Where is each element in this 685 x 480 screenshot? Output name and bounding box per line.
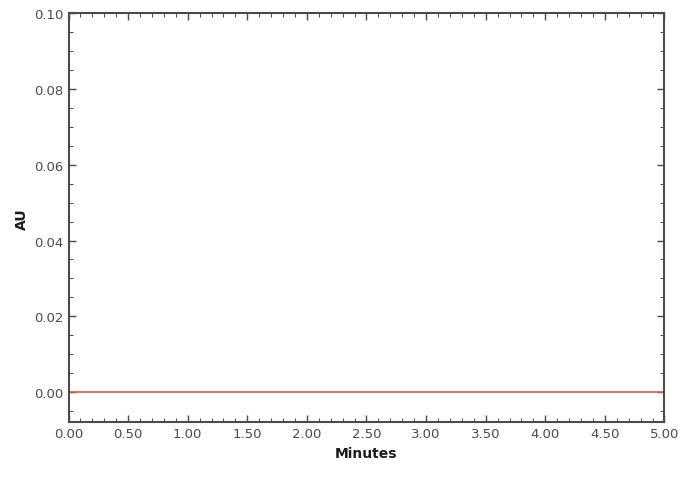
Y-axis label: AU: AU [14,208,29,229]
X-axis label: Minutes: Minutes [335,446,398,460]
